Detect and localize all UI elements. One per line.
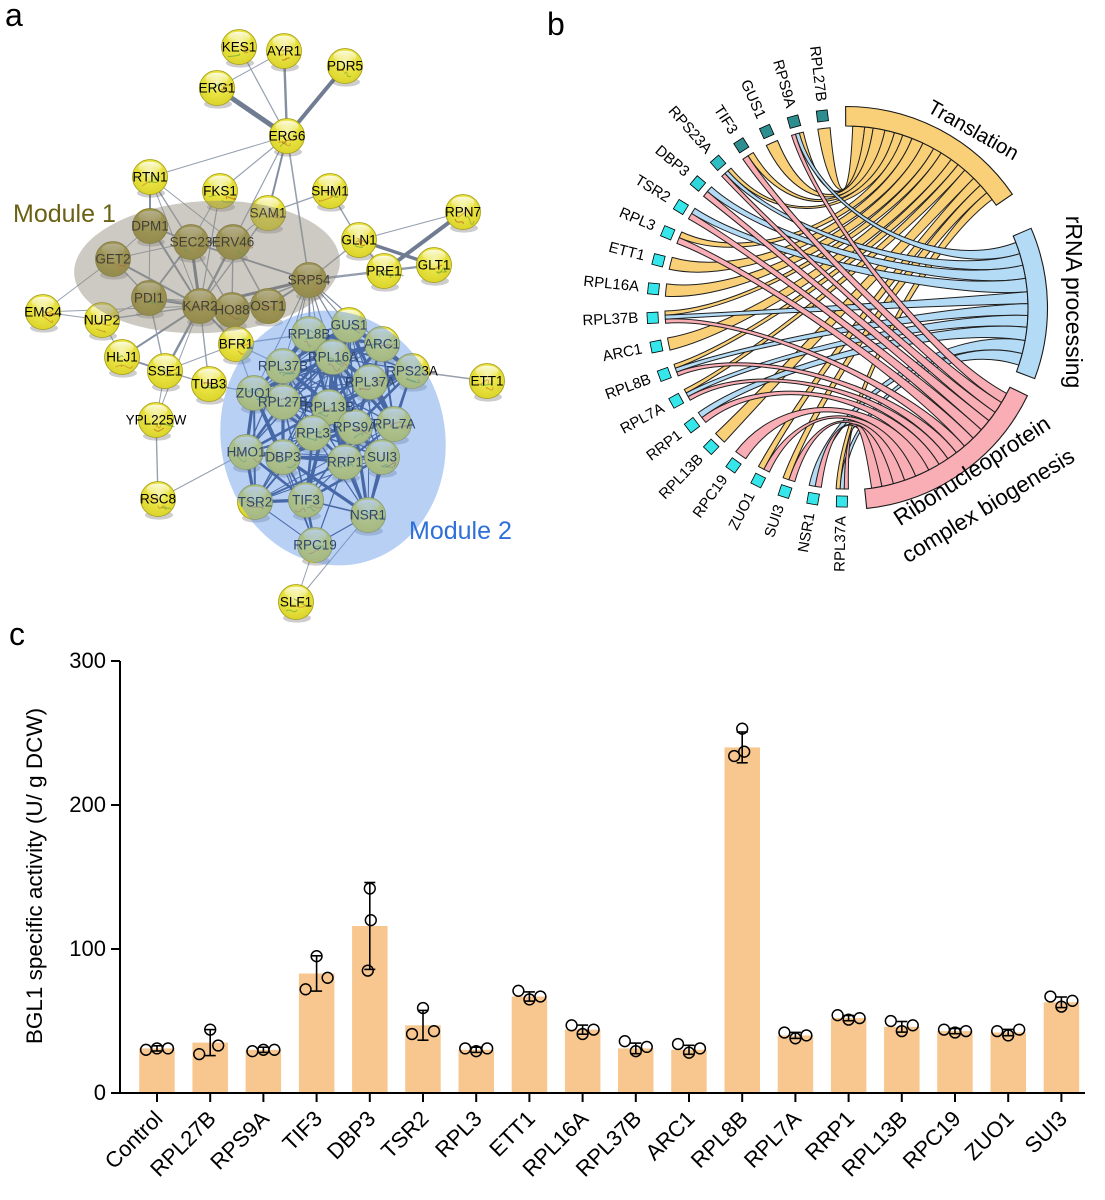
svg-text:c: c	[9, 616, 25, 652]
svg-text:RPL37A: RPL37A	[345, 375, 395, 390]
svg-text:RPL37A: RPL37A	[831, 516, 849, 572]
svg-text:RPL8B: RPL8B	[288, 327, 331, 342]
svg-text:RPL3: RPL3	[296, 426, 330, 441]
svg-text:SRP54: SRP54	[288, 273, 331, 288]
svg-text:RSC8: RSC8	[140, 492, 176, 507]
svg-text:DPM1: DPM1	[131, 219, 169, 234]
svg-text:NSR1: NSR1	[350, 508, 386, 523]
svg-text:GLT1: GLT1	[418, 258, 451, 273]
svg-text:GET2: GET2	[95, 252, 130, 267]
svg-text:ARC1: ARC1	[364, 337, 400, 352]
svg-text:SHM1: SHM1	[311, 184, 349, 199]
svg-text:300: 300	[69, 648, 106, 673]
svg-text:PDI1: PDI1	[134, 291, 164, 306]
svg-text:RPS9A: RPS9A	[333, 420, 377, 435]
svg-text:ETT1: ETT1	[470, 374, 503, 389]
svg-text:SUI3: SUI3	[367, 450, 397, 465]
svg-text:RPC19: RPC19	[293, 538, 337, 553]
svg-text:RTN1: RTN1	[132, 170, 167, 185]
svg-text:GUS1: GUS1	[331, 318, 368, 333]
svg-text:GLN1: GLN1	[341, 233, 376, 248]
svg-text:100: 100	[69, 936, 106, 961]
svg-text:KES1: KES1	[222, 40, 257, 55]
svg-text:SLF1: SLF1	[280, 595, 312, 610]
svg-text:RPL37B: RPL37B	[258, 359, 308, 374]
svg-text:FKS1: FKS1	[203, 184, 237, 199]
svg-text:ZUO1: ZUO1	[236, 386, 272, 401]
svg-text:EMC4: EMC4	[24, 305, 62, 320]
svg-text:ERG6: ERG6	[269, 129, 306, 144]
svg-text:rRNA processing: rRNA processing	[1061, 216, 1087, 389]
svg-text:RPS23A: RPS23A	[386, 364, 438, 379]
svg-text:TSR2: TSR2	[238, 495, 273, 510]
svg-text:a: a	[5, 0, 23, 33]
svg-text:BGL1 specific activity (U/ g D: BGL1 specific activity (U/ g DCW)	[22, 708, 47, 1044]
svg-text:RPL7A: RPL7A	[373, 417, 416, 432]
svg-text:AYR1: AYR1	[267, 44, 301, 59]
svg-text:PRE1: PRE1	[366, 264, 401, 279]
svg-text:SEC23: SEC23	[170, 235, 213, 250]
svg-text:HMO1: HMO1	[226, 445, 265, 460]
svg-text:SAM1: SAM1	[250, 206, 287, 221]
svg-text:TUB3: TUB3	[192, 377, 227, 392]
svg-text:b: b	[547, 6, 565, 42]
svg-text:0: 0	[94, 1080, 106, 1105]
svg-text:Module 2: Module 2	[409, 517, 512, 545]
svg-text:RPL27B: RPL27B	[806, 45, 830, 103]
svg-text:DBP3: DBP3	[265, 450, 300, 465]
svg-text:200: 200	[69, 792, 106, 817]
svg-text:RPL37B: RPL37B	[582, 309, 639, 329]
svg-text:PDR5: PDR5	[327, 59, 363, 74]
svg-text:ERV46: ERV46	[212, 235, 255, 250]
svg-text:NUP2: NUP2	[84, 313, 120, 328]
svg-text:RPN7: RPN7	[445, 205, 481, 220]
svg-text:BFR1: BFR1	[219, 337, 254, 352]
svg-text:SSE1: SSE1	[148, 364, 183, 379]
svg-text:RRP1: RRP1	[327, 455, 363, 470]
svg-text:HLJ1: HLJ1	[106, 350, 138, 365]
svg-text:RPL13B: RPL13B	[304, 400, 354, 415]
svg-text:TIF3: TIF3	[292, 493, 320, 508]
svg-text:RPL27B: RPL27B	[258, 395, 308, 410]
svg-text:OST1: OST1	[250, 299, 285, 314]
svg-text:HO88: HO88	[214, 303, 249, 318]
svg-text:YPL225W: YPL225W	[126, 413, 187, 428]
svg-text:Module 1: Module 1	[13, 200, 116, 228]
svg-text:RPL16A: RPL16A	[308, 350, 358, 365]
svg-text:RPL16A: RPL16A	[583, 273, 640, 295]
svg-text:ERG1: ERG1	[199, 81, 236, 96]
svg-text:NSR1: NSR1	[795, 511, 819, 553]
svg-text:KAR2: KAR2	[182, 299, 217, 314]
